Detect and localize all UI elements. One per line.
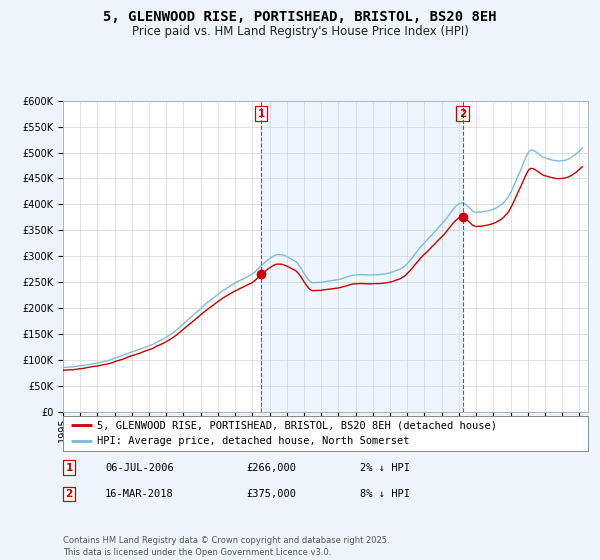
Text: 2% ↓ HPI: 2% ↓ HPI: [360, 463, 410, 473]
Text: 06-JUL-2006: 06-JUL-2006: [105, 463, 174, 473]
Text: 2: 2: [65, 489, 73, 499]
Text: 2: 2: [459, 109, 466, 119]
Text: 8% ↓ HPI: 8% ↓ HPI: [360, 489, 410, 499]
Text: Price paid vs. HM Land Registry's House Price Index (HPI): Price paid vs. HM Land Registry's House …: [131, 25, 469, 38]
Text: 1: 1: [65, 463, 73, 473]
Text: 1: 1: [257, 109, 265, 119]
Text: HPI: Average price, detached house, North Somerset: HPI: Average price, detached house, Nort…: [97, 436, 410, 446]
Bar: [261, 101, 463, 412]
Text: 5, GLENWOOD RISE, PORTISHEAD, BRISTOL, BS20 8EH (detached house): 5, GLENWOOD RISE, PORTISHEAD, BRISTOL, B…: [97, 420, 497, 430]
Text: Contains HM Land Registry data © Crown copyright and database right 2025.
This d: Contains HM Land Registry data © Crown c…: [63, 536, 389, 557]
Text: £375,000: £375,000: [246, 489, 296, 499]
Text: 5, GLENWOOD RISE, PORTISHEAD, BRISTOL, BS20 8EH: 5, GLENWOOD RISE, PORTISHEAD, BRISTOL, B…: [103, 10, 497, 24]
Text: £266,000: £266,000: [246, 463, 296, 473]
Text: 16-MAR-2018: 16-MAR-2018: [105, 489, 174, 499]
